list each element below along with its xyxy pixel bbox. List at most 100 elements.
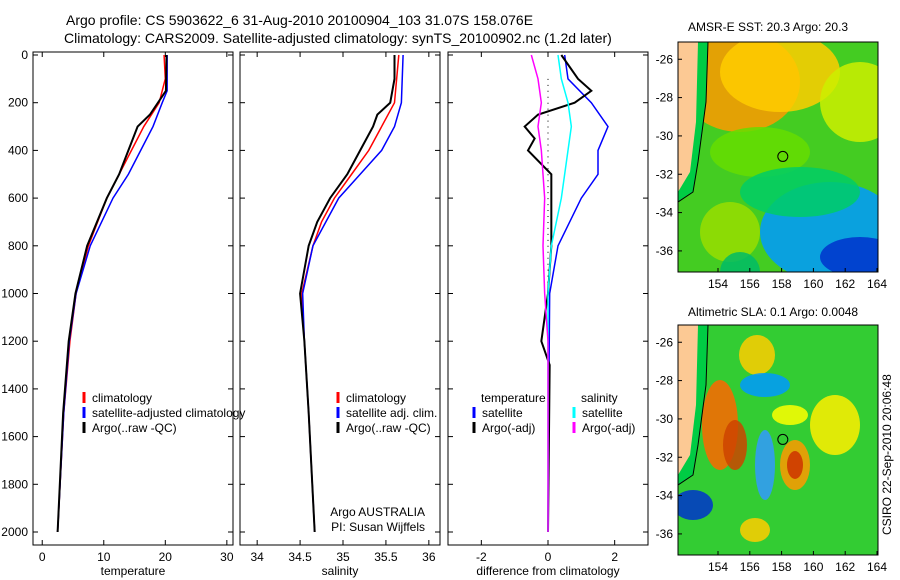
legend-argo: Argo(..raw -QC)	[346, 421, 431, 435]
map-y-tick-label: -32	[656, 450, 674, 464]
series-line-satellite	[301, 54, 404, 533]
field-blob	[755, 430, 775, 500]
map-y-tick-label: -34	[656, 489, 674, 503]
map-x-tick-label: 156	[740, 560, 760, 574]
map-y-tick-label: -36	[656, 527, 674, 541]
x-tick-label: 10	[97, 550, 111, 564]
field-blob	[720, 252, 760, 272]
legend-salinity-title: salinity	[581, 391, 618, 405]
map-x-tick-label: 158	[772, 277, 792, 291]
map-x-tick-label: 158	[772, 560, 792, 574]
field-blob	[739, 335, 775, 375]
y-tick-label: 0	[21, 48, 28, 62]
map-x-tick-label: 164	[867, 560, 887, 574]
x-tick-label: -2	[476, 550, 487, 564]
legend-satellite: satellite adj. clim.	[346, 406, 437, 420]
field-blob	[740, 167, 860, 217]
x-tick-label: 20	[159, 550, 173, 564]
y-tick-label: 1600	[1, 430, 28, 444]
series-line-climatology	[56, 54, 167, 533]
legend-satellite: satellite-adjusted climatology	[92, 406, 245, 420]
annotation-argo-australia: Argo AUSTRALIA	[330, 505, 425, 519]
y-tick-label: 1800	[1, 477, 28, 491]
map-x-tick-label: 160	[803, 277, 823, 291]
x-axis-label: difference from climatology	[476, 564, 619, 578]
field-blob	[723, 420, 747, 470]
map-field	[678, 325, 860, 542]
field-blob	[700, 202, 760, 262]
y-tick-label: 1000	[1, 287, 28, 301]
map-field	[678, 42, 878, 272]
series-line-sal_argo	[530, 54, 549, 532]
title-line1: Argo profile: CS 5903622_6 31-Aug-2010 2…	[66, 12, 534, 28]
x-tick-label: 0	[39, 550, 46, 564]
series-line-argo	[523, 54, 593, 533]
legend-climatology: climatology	[92, 391, 152, 405]
series-line-sal_satellite	[547, 54, 573, 532]
map-x-tick-label: 162	[835, 560, 855, 574]
y-tick-label: 400	[8, 143, 28, 157]
x-tick-label: 0	[545, 550, 552, 564]
panel-frame	[32, 51, 234, 546]
legend-temp-satellite: satellite	[482, 406, 523, 420]
map-3	[677, 41, 879, 273]
field-blob	[820, 62, 878, 142]
x-tick-label: 34.5	[288, 550, 312, 564]
legend-temp-argo: Argo(-adj)	[482, 421, 535, 435]
map-y-tick-label: -30	[656, 412, 674, 426]
coastline-land	[678, 42, 698, 192]
field-blob	[772, 405, 808, 425]
field-blob	[678, 490, 713, 520]
coastline-land	[678, 325, 698, 475]
series-line-argo	[299, 55, 396, 533]
y-tick-label: 600	[8, 191, 28, 205]
panel-frame	[239, 51, 441, 546]
field-blob	[820, 237, 878, 272]
legend-climatology: climatology	[346, 391, 406, 405]
argo-location-marker	[777, 433, 789, 445]
map-y-tick-label: -28	[656, 374, 674, 388]
field-blob	[720, 42, 840, 112]
map-y-tick-label: -28	[656, 91, 674, 105]
map-y-tick-label: -26	[656, 335, 674, 349]
sla-map-title: Altimetric SLA: 0.1 Argo: 0.0048	[688, 305, 859, 319]
title-line2: Climatology: CARS2009. Satellite-adjuste…	[64, 30, 612, 46]
series-line-argo	[56, 54, 168, 533]
y-tick-label: 200	[8, 96, 28, 110]
map-frame	[677, 41, 879, 273]
annotation-pi: PI: Susan Wijffels	[331, 520, 425, 534]
x-tick-label: 30	[220, 550, 234, 564]
map-x-tick-label: 154	[708, 560, 728, 574]
x-tick-label: 36	[422, 550, 436, 564]
x-axis-label: temperature	[101, 564, 166, 578]
legend-sal-argo: Argo(-adj)	[582, 421, 635, 435]
map-x-tick-label: 160	[803, 560, 823, 574]
x-tick-label: 34	[250, 550, 264, 564]
y-tick-label: 2000	[1, 525, 28, 539]
legend-sal-satellite: satellite	[582, 406, 623, 420]
series-line-satellite	[56, 55, 168, 533]
legend-temperature-title: temperature	[481, 391, 546, 405]
field-blob	[740, 518, 770, 542]
map-y-tick-label: -26	[656, 52, 674, 66]
field-blob	[787, 451, 803, 479]
y-tick-label: 1400	[1, 382, 28, 396]
y-tick-label: 1200	[1, 334, 28, 348]
map-x-tick-label: 156	[740, 277, 760, 291]
map-y-tick-label: -30	[656, 129, 674, 143]
map-x-tick-label: 162	[835, 277, 855, 291]
field-blob	[710, 127, 810, 177]
series-line-climatology	[301, 54, 400, 533]
map-4	[677, 324, 879, 556]
argo-location-marker	[777, 150, 789, 162]
legend-argo: Argo(..raw -QC)	[92, 421, 177, 435]
series-line-satellite	[547, 54, 609, 533]
y-tick-label: 800	[8, 239, 28, 253]
map-x-tick-label: 164	[867, 277, 887, 291]
sst-map-title: AMSR-E SST: 20.3 Argo: 20.3	[688, 20, 849, 34]
x-tick-label: 2	[611, 550, 618, 564]
x-tick-label: 35.5	[374, 550, 398, 564]
field-blob	[810, 395, 860, 455]
